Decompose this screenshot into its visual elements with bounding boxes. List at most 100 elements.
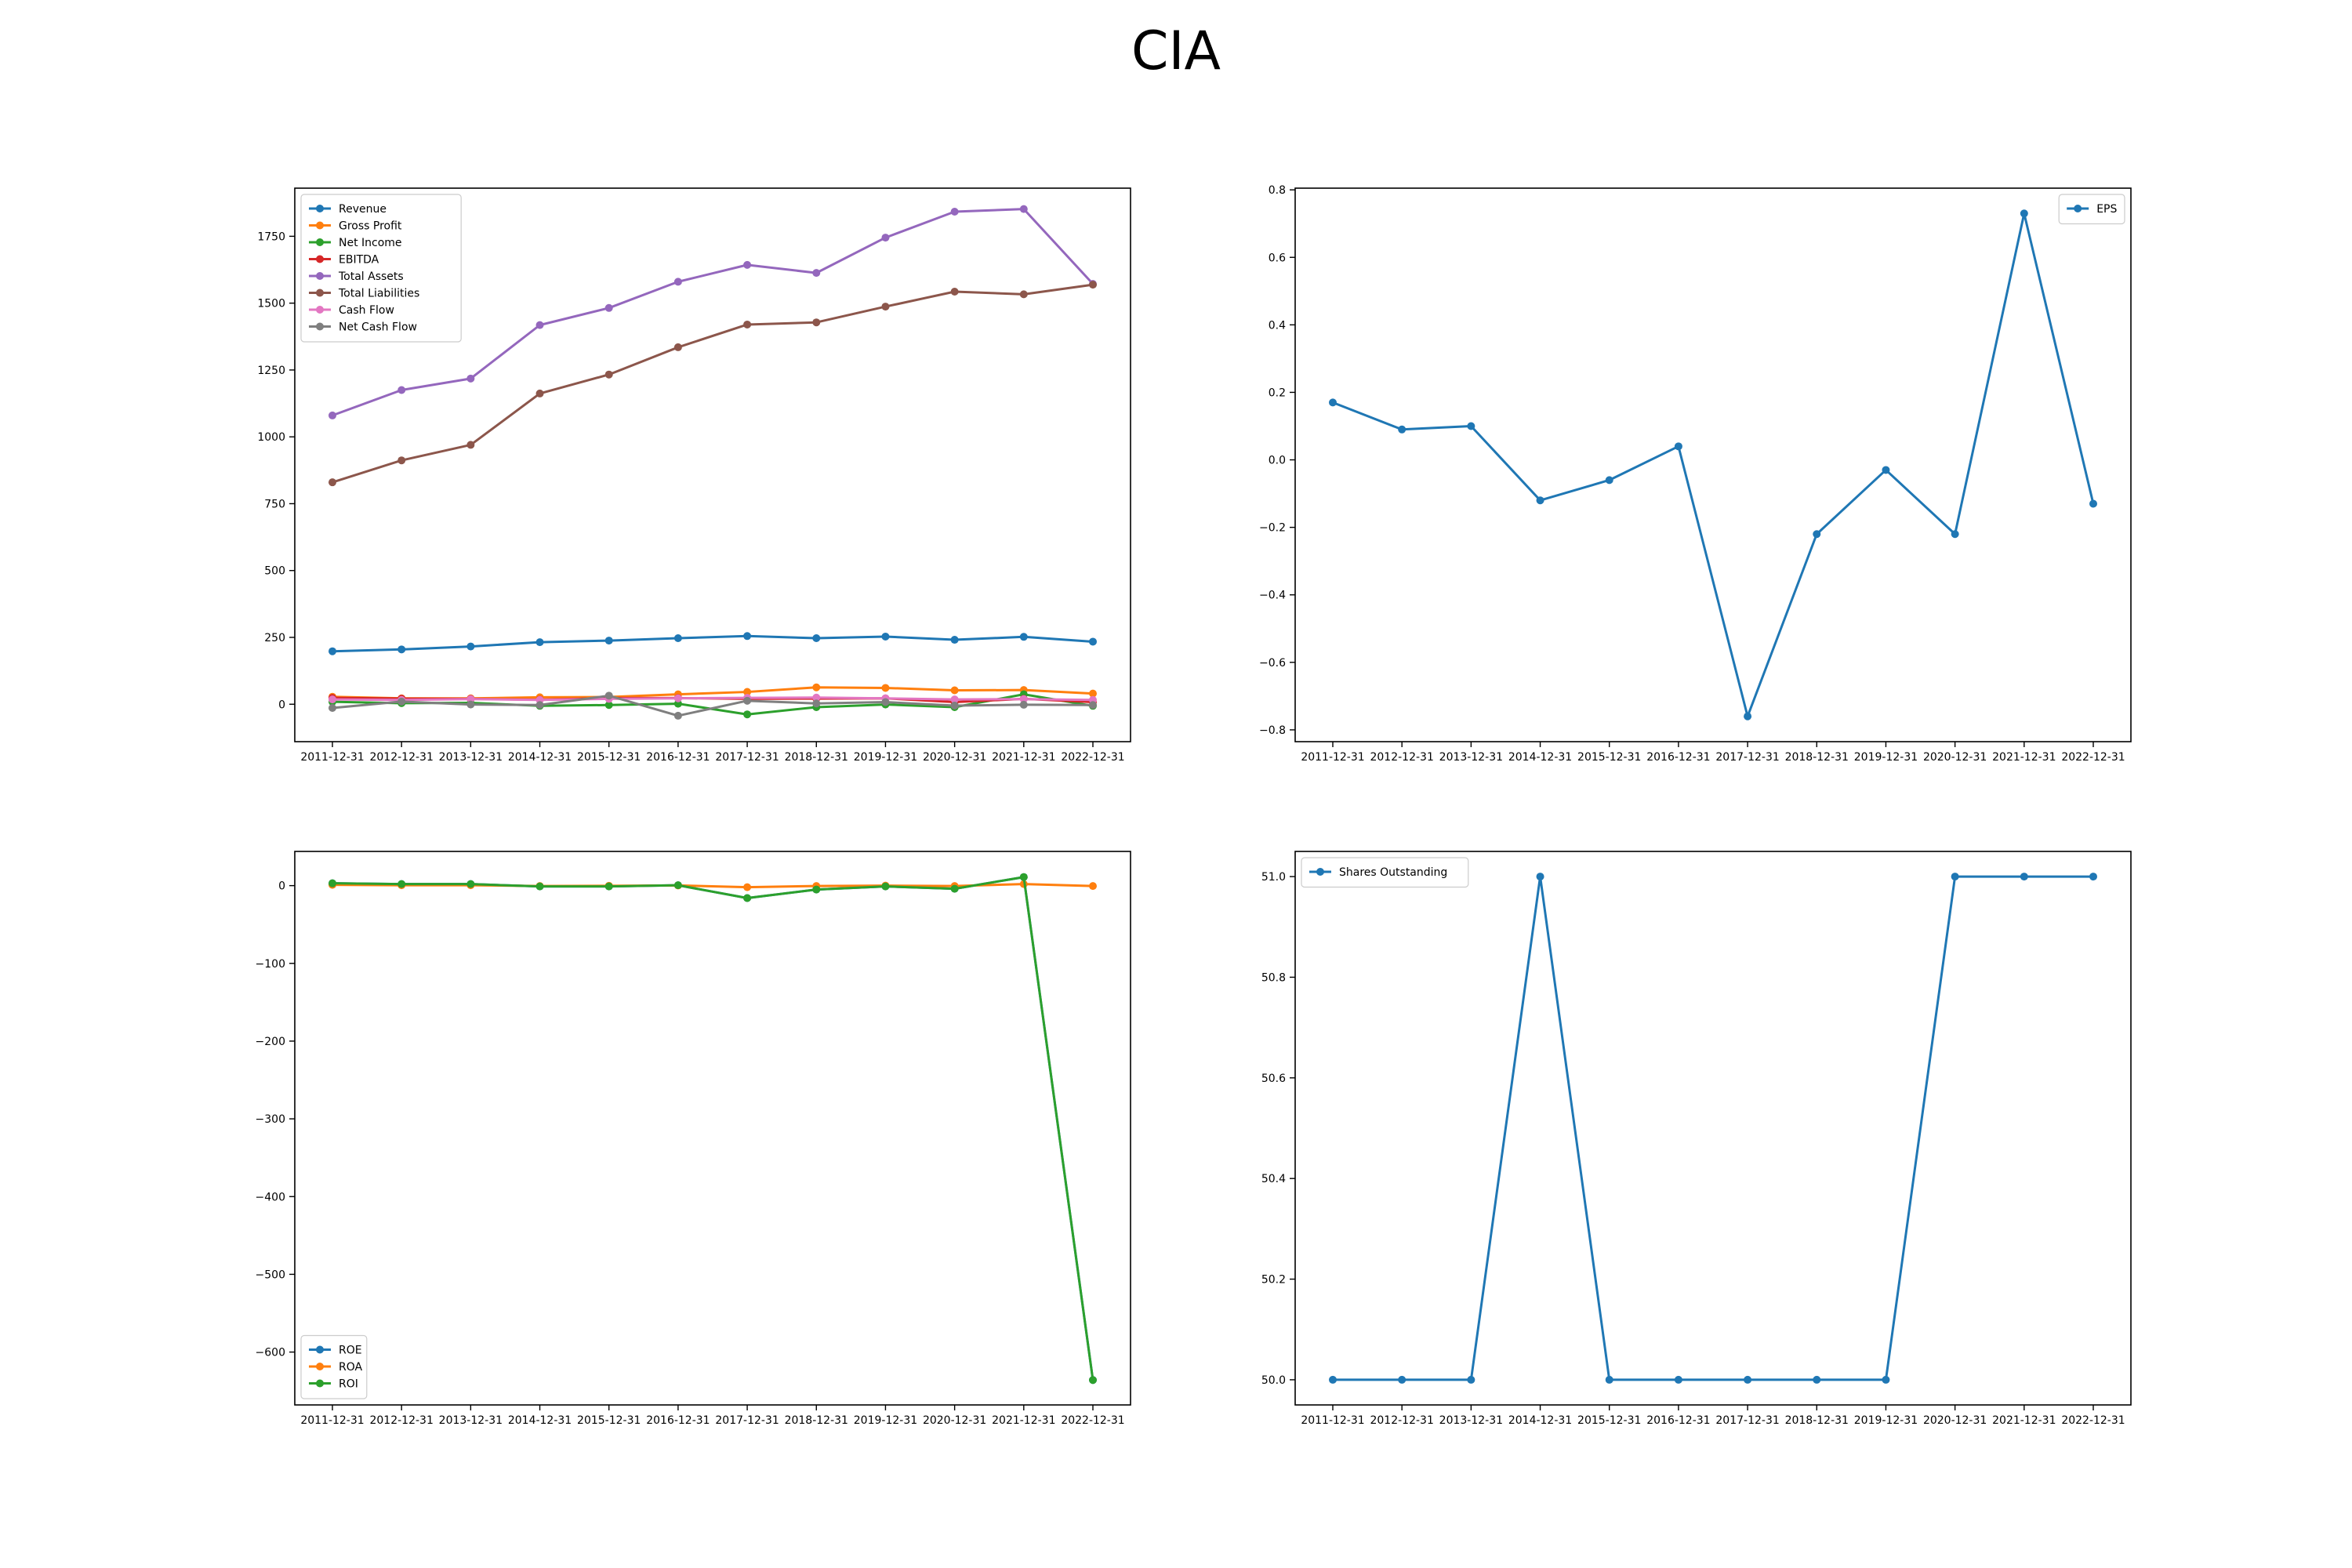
x-tick-label: 2018-12-31: [1785, 1414, 1849, 1427]
x-tick-label: 2012-12-31: [1370, 751, 1433, 764]
data-point: [950, 884, 959, 893]
legend-label: Total Assets: [338, 270, 404, 283]
data-point: [1329, 398, 1337, 407]
data-point: [673, 278, 682, 286]
data-point: [1536, 496, 1544, 505]
data-point: [950, 287, 959, 296]
x-tick-label: 2016-12-31: [646, 1414, 710, 1427]
data-point: [466, 642, 475, 651]
data-point: [535, 701, 544, 710]
x-tick-label: 2015-12-31: [1577, 751, 1641, 764]
data-point: [1019, 205, 1028, 213]
data-point: [743, 688, 752, 696]
data-point: [881, 234, 890, 242]
data-point: [812, 269, 821, 278]
data-point: [1951, 873, 1959, 881]
x-tick-label: 2017-12-31: [715, 1414, 779, 1427]
data-point: [466, 441, 475, 449]
x-tick-label: 2022-12-31: [1061, 1414, 1124, 1427]
legend-item-shares-outstanding: Shares Outstanding: [1309, 866, 1447, 879]
legend-label: ROA: [339, 1361, 363, 1374]
legend-box: [1301, 857, 1469, 888]
data-point: [328, 411, 336, 419]
data-point: [1089, 882, 1097, 891]
legend-marker: [316, 1345, 324, 1354]
data-point: [466, 700, 475, 709]
data-point: [881, 632, 890, 641]
series-shares-outstanding: [1329, 873, 2097, 1384]
y-tick-label: 50.4: [1261, 1173, 1286, 1185]
data-point: [397, 880, 406, 888]
chart-shares-outstanding: 2011-12-31 2012-12-31 2013-12-31 2014-12-31…: [1261, 851, 2132, 1427]
x-tick-label: 2013-12-31: [439, 1414, 503, 1427]
data-point: [1089, 1376, 1097, 1385]
y-tick-label: 1500: [257, 298, 285, 310]
legend-marker: [316, 205, 324, 212]
y-tick-label: −100: [256, 958, 285, 971]
legend-marker: [316, 238, 324, 246]
x-tick-label: 2020-12-31: [923, 751, 986, 764]
x-tick-label: 2021-12-31: [1992, 1414, 2056, 1427]
data-point: [673, 634, 682, 643]
series-revenue: [328, 632, 1097, 655]
figure-title: CIA: [1131, 20, 1221, 82]
y-tick-label: 750: [264, 498, 285, 510]
series-roi: [328, 873, 1097, 1385]
x-tick-label: 2021-12-31: [1992, 751, 2056, 764]
y-tick-label: −0.4: [1259, 590, 1286, 602]
data-point: [1674, 442, 1682, 451]
x-tick-label: 2013-12-31: [439, 751, 503, 764]
data-point: [1019, 290, 1028, 299]
data-point: [2089, 499, 2097, 508]
data-point: [812, 634, 821, 643]
legend-label: Revenue: [339, 203, 387, 216]
x-tick-label: 2015-12-31: [577, 1414, 641, 1427]
legend-item-roe: ROE: [309, 1345, 362, 1357]
y-tick-label: −0.8: [1259, 724, 1286, 737]
legend-item-net-income: Net Income: [309, 237, 402, 249]
data-point: [604, 691, 613, 700]
legend-label: EBITDA: [339, 254, 379, 267]
data-point: [604, 701, 613, 710]
data-point: [950, 701, 959, 710]
data-point: [881, 882, 890, 891]
x-tick-label: 2011-12-31: [300, 751, 364, 764]
x-tick-label: 2013-12-31: [1439, 1414, 1503, 1427]
data-point: [950, 636, 959, 644]
legend-item-cash-flow: Cash Flow: [309, 304, 394, 317]
data-point: [328, 695, 336, 704]
x-tick-label: 2020-12-31: [923, 1414, 986, 1427]
data-point: [812, 683, 821, 691]
y-tick-label: 0.0: [1269, 455, 1286, 467]
data-point: [466, 880, 475, 888]
legend-label: EPS: [2096, 203, 2117, 216]
y-tick-label: 51.0: [1261, 871, 1286, 884]
y-tick-label: 0.8: [1269, 184, 1286, 197]
x-tick-label: 2021-12-31: [992, 1414, 1055, 1427]
data-point: [1019, 695, 1028, 703]
data-point: [1089, 689, 1097, 698]
data-point: [1089, 637, 1097, 646]
chart-eps: 2011-12-31 2012-12-31 2013-12-31 2014-12-31…: [1259, 184, 2132, 764]
data-point: [1089, 281, 1097, 289]
legend-marker: [316, 1379, 324, 1388]
legend-label: Cash Flow: [339, 304, 394, 317]
data-point: [328, 647, 336, 655]
data-point: [881, 698, 890, 706]
data-point: [1398, 1375, 1406, 1384]
series-line: [1333, 875, 2093, 1381]
x-tick-label: 2011-12-31: [300, 1414, 364, 1427]
data-point: [1813, 1375, 1821, 1384]
legend-box: [300, 194, 462, 343]
data-point: [950, 695, 959, 704]
series-roe: [328, 873, 1097, 1385]
y-tick-label: −0.6: [1259, 657, 1286, 670]
legend-item-roi: ROI: [309, 1378, 358, 1391]
chart-financials: 2011-12-31 2012-12-31 2013-12-31 2014-12-31…: [257, 187, 1131, 764]
y-tick-label: 1250: [257, 365, 285, 377]
series-line: [332, 876, 1094, 1381]
y-tick-label: 1000: [257, 431, 285, 444]
y-tick-label: −600: [256, 1347, 285, 1359]
legend-item-revenue: Revenue: [309, 203, 387, 216]
plot-frame: [294, 851, 1131, 1406]
